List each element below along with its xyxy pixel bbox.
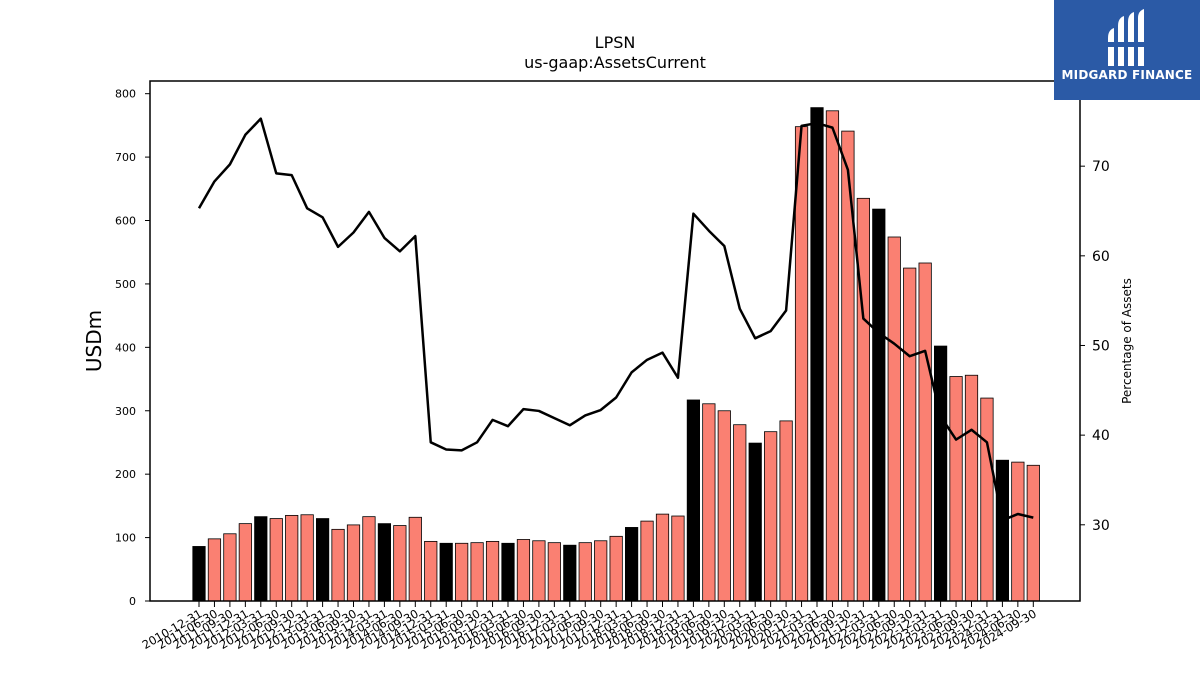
y2-tick-label: 50 [1092,338,1110,354]
plot-frame [149,80,1081,602]
y-axis-right: 30 40 50 60 70 [1080,159,1110,534]
bar-2022-09-30 [918,262,932,602]
bar-2021-03-31 [825,110,840,602]
y-tick-label: 600 [115,215,136,228]
bar-2013-09-30 [362,516,376,602]
bar-2018-12-31 [686,399,701,602]
bar-2023-12-31 [995,459,1010,602]
bar-2012-06-30 [285,514,299,602]
y-tick-label: 300 [115,405,136,418]
bar-2019-03-31 [702,403,716,602]
bar-2015-03-31 [455,542,469,602]
bar-2018-06-30 [655,513,670,602]
chart-subtitle: us-gaap:AssetsCurrent [524,53,706,72]
bar-2018-03-31 [640,520,654,602]
x-axis: 2010-12-312011-06-302011-09-302011-12-31… [140,601,1039,652]
bar-2021-09-30 [856,197,870,602]
bar-2021-12-31 [872,208,886,602]
bar-2022-06-30 [903,267,917,602]
y-axis-label: USDm [82,310,106,372]
bar-2016-03-31 [516,539,531,602]
bar-2020-06-30 [779,420,793,602]
bar-2013-06-30 [346,524,361,602]
line-percentage-of-assets [197,117,1034,522]
bar-2011-06-30 [223,533,237,602]
bar-2011-03-31 [207,538,222,602]
bar-2017-03-31 [578,542,592,602]
bar-2020-09-30 [794,126,809,602]
bar-2014-06-30 [408,516,422,602]
y-axis-left: 0 100 200 300 400 500 600 700 800 [115,88,150,608]
y-tick-label: 200 [115,468,136,481]
bar-2016-06-30 [532,540,546,602]
y-tick-label: 500 [115,278,136,291]
bar-2022-12-31 [934,345,948,602]
bar-2018-09-30 [671,515,685,602]
bar-2023-09-30 [980,397,994,602]
y2-axis-label: Percentage of Assets [1120,278,1134,404]
bar-2010-12-31 [192,546,206,602]
bar-2015-09-30 [485,540,500,602]
bar-2013-03-31 [331,528,345,602]
y-tick-label: 0 [129,595,136,608]
bar-2020-03-31 [764,431,778,602]
y2-tick-label: 40 [1092,428,1110,444]
bar-2015-12-31 [501,542,515,602]
y-tick-label: 700 [115,151,136,164]
y-tick-label: 400 [115,341,136,354]
bar-2012-03-31 [269,518,283,602]
bar-2012-09-30 [300,514,314,602]
y2-tick-label: 70 [1092,159,1110,175]
bar-2011-09-30 [238,523,252,602]
bar-2016-09-30 [547,542,561,602]
bar-2017-06-30 [594,540,608,602]
line-series [197,117,1034,522]
y2-tick-label: 30 [1092,518,1110,534]
bar-2019-12-31 [748,442,762,602]
bar-2014-03-31 [393,525,407,602]
bar-2023-03-31 [949,376,963,602]
bar-2023-06-30 [964,374,979,602]
y-tick-label: 100 [115,532,136,545]
chart-title: LPSN [595,33,636,52]
bar-2011-12-31 [254,516,268,602]
bar-2019-06-30 [717,410,731,602]
bar-2024-06-30 [1026,464,1040,602]
logo-text: MIDGARD FINANCE [1061,68,1193,82]
y-tick-label: 800 [115,88,136,101]
bar-2020-12-31 [810,107,824,602]
bar-2024-03-31 [1011,461,1025,602]
bar-2017-09-30 [609,535,623,602]
bar-2012-12-31 [315,518,330,602]
brand-logo: MIDGARD FINANCE [1054,0,1200,100]
midgard-logo-icon [1106,9,1146,66]
y2-tick-label: 60 [1092,249,1110,265]
bar-2017-12-31 [625,527,639,602]
bar-2016-12-31 [563,544,577,602]
bar-2022-03-31 [887,236,901,602]
bar-2013-12-31 [377,523,392,602]
bar-2014-12-31 [439,542,453,602]
bar-2015-06-30 [470,542,484,602]
bar-2019-09-30 [733,424,747,602]
bar-2014-09-30 [424,540,438,602]
